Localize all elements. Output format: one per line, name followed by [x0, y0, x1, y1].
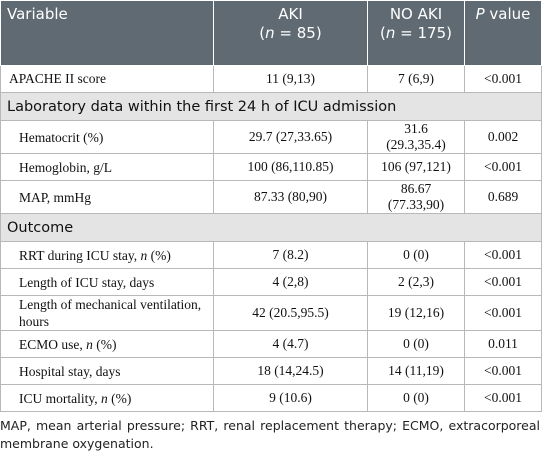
label-part: RRT during ICU stay,: [19, 247, 141, 263]
section-title: Laboratory data within the first 24 h of…: [0, 92, 542, 121]
cell: 11 (9,13): [213, 65, 368, 93]
cell: 86.67 (77.33,90): [367, 180, 465, 214]
cell: 2 (2,3): [367, 268, 465, 296]
cell: 4 (2,8): [213, 268, 368, 296]
label-part: Length of ICU stay, days: [19, 274, 155, 290]
cell: <0.001: [464, 65, 542, 93]
table-row: APACHE II score 11 (9,13) 7 (6,9) <0.001: [0, 65, 542, 93]
table-row: MAP, mmHg 87.33 (80,90) 86.67 (77.33,90) 0.…: [0, 180, 542, 214]
cell: 31.6 (29.3,35.4): [367, 120, 465, 154]
cell: <0.001: [464, 241, 542, 269]
row-label: Hematocrit (%): [0, 120, 214, 154]
group-count: (: [259, 24, 266, 42]
group-count: n: [265, 24, 275, 42]
header-cell: AKI (n = 85): [213, 0, 368, 66]
section-row: Laboratory data within the first 24 h of…: [0, 92, 542, 121]
cell: 29.7 (27,33.65): [213, 120, 368, 154]
cell: 7 (8.2): [213, 241, 368, 269]
row-label: ECMO use, n (%): [0, 330, 214, 358]
row-label: Hospital stay, days: [0, 357, 214, 385]
label-part: Hemoglobin, g/L: [19, 159, 112, 175]
cell: 9 (10.6): [213, 384, 368, 412]
row-label: Length of ICU stay, days: [0, 268, 214, 296]
label-part: Hospital stay, days: [19, 363, 121, 379]
section-title: Outcome: [0, 213, 542, 242]
header-cell: P value: [464, 0, 542, 66]
cell: 18 (14,24.5): [213, 357, 368, 385]
cell: 42 (20.5,95.5): [213, 295, 368, 331]
row-label: RRT during ICU stay, n (%): [0, 241, 214, 269]
header-row: Variable AKI (n = 85) NO AKI (n = 175) P v…: [0, 0, 542, 66]
table-row: Length of ICU stay, days 4 (2,8) 2 (2,3) <0…: [0, 268, 542, 296]
cell: <0.001: [464, 384, 542, 412]
cell: 0.689: [464, 180, 542, 214]
table-row: Hematocrit (%) 29.7 (27,33.65) 31.6 (29.3,…: [0, 120, 542, 154]
cell: <0.001: [464, 357, 542, 385]
header-cell: Variable: [0, 0, 214, 66]
cell: <0.001: [464, 153, 542, 181]
row-label: ICU mortality, n (%): [0, 384, 214, 412]
cell: <0.001: [464, 268, 542, 296]
label-part: ECMO use,: [19, 336, 87, 352]
group-count: (: [380, 24, 386, 42]
cell: 100 (86,110.85): [213, 153, 368, 181]
table-row: Hemoglobin, g/L 100 (86,110.85) 106 (97,12…: [0, 153, 542, 181]
label-part: MAP, mmHg: [19, 189, 92, 205]
group-count: = 85): [274, 24, 322, 42]
label-part: n: [140, 247, 148, 263]
row-label: MAP, mmHg: [0, 180, 214, 214]
row-label: Hemoglobin, g/L: [0, 153, 214, 181]
row-label: Length of mechanical ventilation, hours: [0, 295, 214, 331]
cell: 7 (6,9): [367, 65, 465, 93]
label-part: (%): [147, 247, 171, 263]
p-label: P: [475, 5, 485, 23]
cell: 0.011: [464, 330, 542, 358]
label-part: Hematocrit (%): [19, 129, 104, 145]
header-cell: NO AKI (n = 175): [367, 0, 465, 66]
row-label: APACHE II score: [0, 65, 214, 93]
table-row: Length of mechanical ventilation, hours 4…: [0, 295, 542, 331]
group-name: AKI: [278, 5, 303, 23]
label-part: (%): [92, 336, 117, 352]
cell: 4 (4.7): [213, 330, 368, 358]
cell: 0 (0): [367, 384, 465, 412]
cell: 87.33 (80,90): [213, 180, 368, 214]
cell: 0 (0): [367, 330, 465, 358]
group-count: = 175): [395, 24, 452, 42]
label-part: n: [101, 390, 108, 406]
table-body: APACHE II score 11 (9,13) 7 (6,9) <0.001 Lab…: [0, 65, 542, 412]
group-count: n: [385, 24, 396, 42]
label-part: ICU mortality,: [19, 390, 101, 406]
label-part: n: [86, 336, 93, 352]
data-table: Variable AKI (n = 85) NO AKI (n = 175) P v…: [0, 0, 542, 412]
table-row: RRT during ICU stay, n (%) 7 (8.2) 0 (0) <0…: [0, 241, 542, 269]
section-row: Outcome: [0, 213, 542, 242]
table-row: Hospital stay, days 18 (14,24.5) 14 (11,19…: [0, 357, 542, 385]
cell: 0 (0): [367, 241, 465, 269]
label-part: Length of mechanical ventilation, hours: [19, 297, 205, 329]
table-row: ECMO use, n (%) 4 (4.7) 0 (0) 0.011: [0, 330, 542, 358]
label-part: (%): [107, 390, 132, 406]
cell: 14 (11,19): [367, 357, 465, 385]
cell: <0.001: [464, 295, 542, 331]
footnote: MAP, mean arterial pressure; RRT, renal …: [0, 418, 540, 451]
label-part: APACHE II score: [9, 71, 106, 86]
p-label: value: [484, 5, 531, 23]
group-name: NO AKI: [389, 5, 443, 23]
cell: 106 (97,121): [367, 153, 465, 181]
table-row: ICU mortality, n (%) 9 (10.6) 0 (0) <0.001: [0, 384, 542, 412]
cell: 19 (12,16): [367, 295, 465, 331]
cell: 0.002: [464, 120, 542, 154]
